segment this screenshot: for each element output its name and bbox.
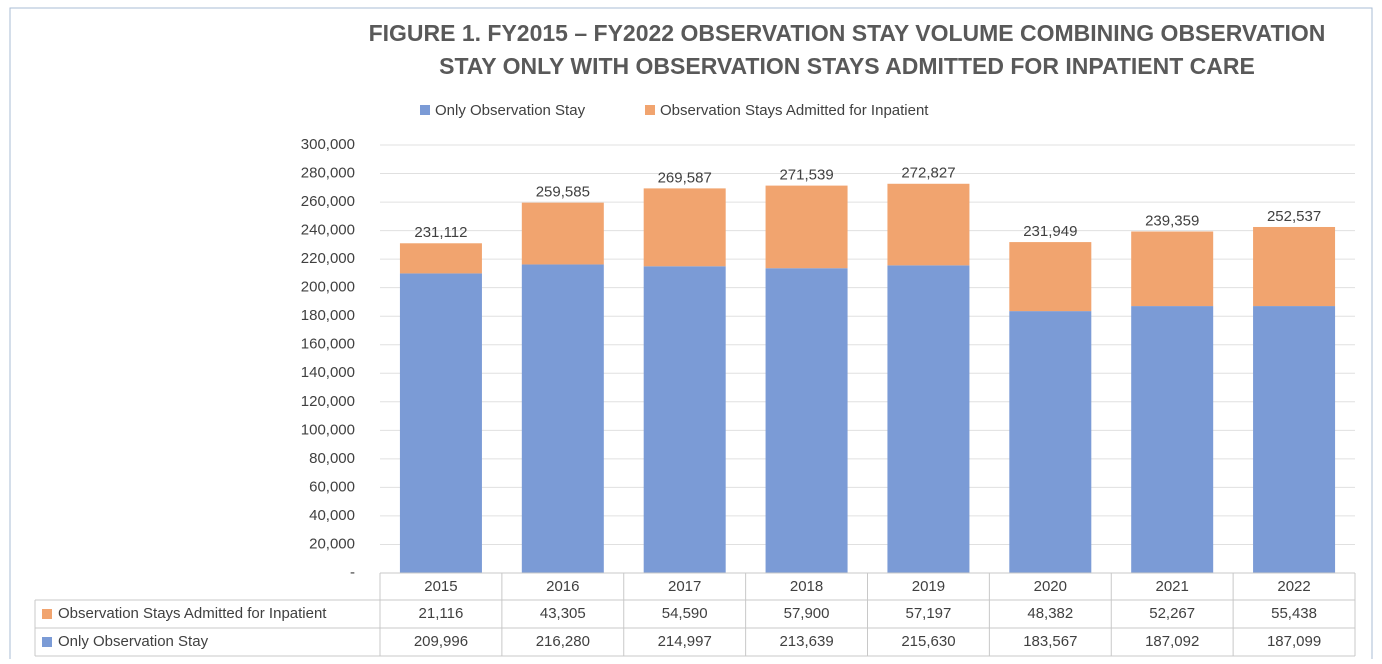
bar-segment [765,268,848,573]
chart-frame [9,7,1373,664]
table-legend-key [42,609,52,619]
table-cell: 214,997 [658,633,712,650]
y-tick-label: 80,000 [309,450,355,467]
y-tick-label: 160,000 [301,336,355,353]
x-tick-label: 2018 [790,578,823,595]
chart-title: FIGURE 1. FY2015 – FY2022 OBSERVATION ST… [369,20,1326,46]
bar-segment [765,185,848,269]
y-tick-label: 260,000 [301,193,355,210]
x-tick-label: 2019 [912,578,945,595]
y-tick-label: 220,000 [301,250,355,267]
total-label: 231,949 [1023,223,1077,240]
x-tick-label: 2021 [1156,578,1189,595]
bar-segment [521,264,604,573]
total-label: 271,539 [779,167,833,184]
table-legend-key [42,637,52,647]
table-row-label: Only Observation Stay [58,633,209,650]
table-cell: 213,639 [779,633,833,650]
table-cell: 43,305 [540,605,586,622]
chart-title: STAY ONLY WITH OBSERVATION STAYS ADMITTE… [439,53,1255,79]
table-cell: 48,382 [1027,605,1073,622]
table-cell: 215,630 [901,633,955,650]
bar-segment [1253,226,1336,307]
total-label: 269,587 [658,169,712,186]
legend-label: Observation Stays Admitted for Inpatient [660,102,929,119]
table-cell: 216,280 [536,633,590,650]
table-cell: 209,996 [414,633,468,650]
bar-segment [1009,242,1092,312]
bar-segment [521,202,604,265]
y-tick-label: 40,000 [309,507,355,524]
bar-segment [1009,311,1092,573]
legend-swatch [645,105,655,115]
y-tick-label: 300,000 [301,136,355,153]
bar-segment [1131,306,1214,573]
y-tick-label: 240,000 [301,222,355,239]
table-cell: 187,099 [1267,633,1321,650]
table-cell: 52,267 [1149,605,1195,622]
y-tick-label: 280,000 [301,165,355,182]
table-cell: 183,567 [1023,633,1077,650]
bar-segment [1131,231,1214,307]
total-label: 259,585 [536,184,590,201]
table-cell: 21,116 [419,605,464,622]
bar-segment [643,188,726,267]
x-tick-label: 2022 [1277,578,1310,595]
y-tick-label: 120,000 [301,393,355,410]
table-cell: 55,438 [1271,605,1317,622]
table-cell: 54,590 [662,605,708,622]
bar-segment [643,266,726,573]
y-tick-label: 140,000 [301,364,355,381]
table-cell: 57,197 [905,605,951,622]
y-tick-label: 180,000 [301,307,355,324]
bar-segment [399,273,482,573]
y-tick-label: 100,000 [301,421,355,438]
total-label: 252,537 [1267,208,1321,225]
table-cell: 57,900 [784,605,830,622]
x-tick-label: 2015 [424,578,457,595]
bar-segment [399,243,482,274]
total-label: 239,359 [1145,212,1199,229]
legend-label: Only Observation Stay [435,102,586,119]
bar-segment [887,183,970,266]
y-tick-label: 200,000 [301,279,355,296]
total-label: 231,112 [414,224,467,241]
total-label: 272,827 [901,165,955,182]
y-tick-label: 60,000 [309,478,355,495]
y-tick-label: 20,000 [309,535,355,552]
x-tick-label: 2020 [1034,578,1067,595]
x-tick-label: 2017 [668,578,701,595]
x-tick-label: 2016 [546,578,579,595]
table-row-label: Observation Stays Admitted for Inpatient [58,605,327,622]
y-tick-label: - [350,564,355,581]
legend-swatch [420,105,430,115]
bar-segment [887,265,970,573]
bar-segment [1253,306,1336,573]
table-cell: 187,092 [1145,633,1199,650]
